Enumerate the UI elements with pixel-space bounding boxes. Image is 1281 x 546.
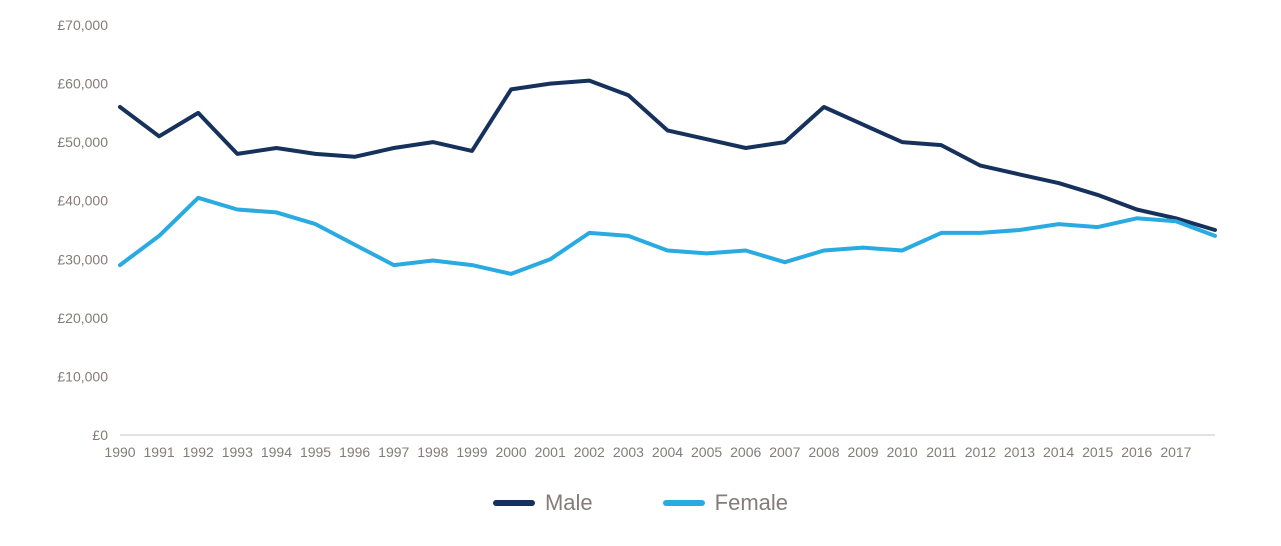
svg-text:2009: 2009	[847, 444, 878, 460]
svg-text:£50,000: £50,000	[57, 134, 108, 150]
svg-text:2004: 2004	[652, 444, 683, 460]
legend-swatch-female	[663, 500, 705, 506]
svg-text:£40,000: £40,000	[57, 193, 108, 209]
svg-text:1992: 1992	[183, 444, 214, 460]
svg-text:2013: 2013	[1004, 444, 1035, 460]
svg-text:2008: 2008	[808, 444, 839, 460]
svg-text:1991: 1991	[144, 444, 175, 460]
svg-text:1997: 1997	[378, 444, 409, 460]
svg-text:2017: 2017	[1160, 444, 1191, 460]
svg-text:1999: 1999	[456, 444, 487, 460]
svg-text:2005: 2005	[691, 444, 722, 460]
svg-text:2001: 2001	[535, 444, 566, 460]
svg-text:2016: 2016	[1121, 444, 1152, 460]
svg-text:2006: 2006	[730, 444, 761, 460]
svg-text:£70,000: £70,000	[57, 17, 108, 33]
svg-text:£10,000: £10,000	[57, 368, 108, 384]
svg-text:1990: 1990	[104, 444, 135, 460]
legend-label-male: Male	[545, 490, 593, 516]
svg-text:2014: 2014	[1043, 444, 1074, 460]
svg-text:1994: 1994	[261, 444, 292, 460]
legend-item-male: Male	[493, 490, 593, 516]
chart-svg: £0 £10,000 £20,000 £30,000 £40,000 £50,000 £60…	[0, 0, 1281, 546]
svg-text:2011: 2011	[926, 444, 956, 460]
svg-text:£60,000: £60,000	[57, 76, 108, 92]
svg-text:2010: 2010	[887, 444, 918, 460]
svg-text:2000: 2000	[495, 444, 526, 460]
legend-label-female: Female	[715, 490, 788, 516]
svg-text:1998: 1998	[417, 444, 448, 460]
svg-text:1996: 1996	[339, 444, 370, 460]
svg-text:2002: 2002	[574, 444, 605, 460]
line-chart: £0 £10,000 £20,000 £30,000 £40,000 £50,000 £60…	[0, 0, 1281, 546]
svg-text:2012: 2012	[965, 444, 996, 460]
svg-text:1995: 1995	[300, 444, 331, 460]
legend-swatch-male	[493, 500, 535, 506]
legend: Male Female	[0, 490, 1281, 516]
svg-text:2007: 2007	[769, 444, 800, 460]
svg-text:2003: 2003	[613, 444, 644, 460]
svg-text:2015: 2015	[1082, 444, 1113, 460]
svg-text:£30,000: £30,000	[57, 251, 108, 267]
svg-text:£0: £0	[92, 427, 108, 443]
legend-item-female: Female	[663, 490, 788, 516]
svg-text:1993: 1993	[222, 444, 253, 460]
svg-text:£20,000: £20,000	[57, 310, 108, 326]
